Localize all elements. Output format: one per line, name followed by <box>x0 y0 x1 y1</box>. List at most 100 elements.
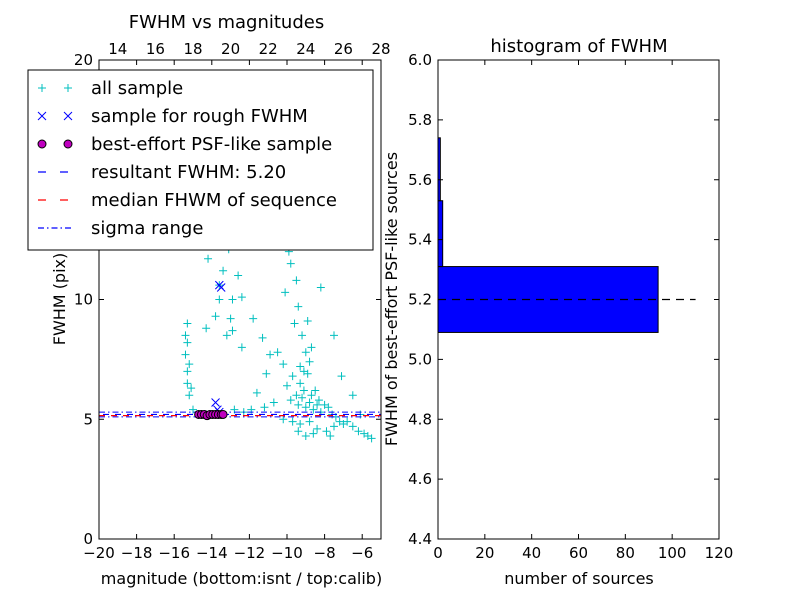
all-sample-point <box>183 338 192 347</box>
all-sample-point <box>183 319 192 328</box>
all-sample-point <box>305 398 314 407</box>
legend-marker-all-sample <box>64 84 72 92</box>
scatter-top-x-tick-label: 16 <box>146 40 165 58</box>
histogram-y-tick-label: 5.2 <box>408 291 432 309</box>
scatter-x-tick-label: −8 <box>314 544 336 562</box>
legend-marker-rough-sample <box>63 111 73 121</box>
all-sample-point <box>288 417 297 426</box>
histogram-y-tick-label: 5.6 <box>408 171 432 189</box>
all-sample-point <box>343 417 352 426</box>
all-sample-point <box>249 314 258 323</box>
histogram-y-tick-label: 4.6 <box>408 470 432 488</box>
scatter-y-tick-label: 10 <box>74 291 93 309</box>
all-sample-point <box>252 388 261 397</box>
all-sample-point <box>307 391 316 400</box>
scatter-panel: −20 −18 −16 −14 −12 −10 −8 −6 14 16 18 20 22 24 26 28 0 5… <box>27 12 391 588</box>
rough-sample-point <box>214 280 224 290</box>
rough-sample-point <box>211 398 220 407</box>
legend-markers <box>37 84 74 229</box>
all-sample-point <box>286 396 295 405</box>
scatter-x-tick-label: −10 <box>271 544 303 562</box>
all-sample-point <box>299 367 308 376</box>
all-sample-point <box>226 314 235 323</box>
scatter-top-x-tick-label: 18 <box>183 40 202 58</box>
legend-label-resultant-fwhm: resultant FWHM: 5.20 <box>91 162 286 183</box>
all-sample-point <box>303 317 312 326</box>
legend-label-sigma-range: sigma range <box>91 218 203 239</box>
scatter-title: FWHM vs magnitudes <box>129 12 324 33</box>
scatter-y-tick-label: 5 <box>83 410 93 428</box>
all-sample-point <box>307 343 316 352</box>
all-sample-point <box>183 367 192 376</box>
scatter-top-x-tick-label: 26 <box>334 40 353 58</box>
all-sample-point <box>228 326 237 335</box>
histogram-x-tick-label: 120 <box>705 544 734 562</box>
all-sample-point <box>296 420 305 429</box>
legend-label-psf-sample: best-effort PSF-like sample <box>91 134 332 155</box>
all-sample-point <box>316 283 325 292</box>
scatter-axes: −20 −18 −16 −14 −12 −10 −8 −6 14 16 18 20 22 24 26 28 0 5… <box>74 40 391 562</box>
all-sample-point <box>294 302 303 311</box>
all-sample-point <box>301 432 310 441</box>
all-sample-point <box>189 405 197 414</box>
all-sample-point <box>354 427 363 436</box>
all-sample-point <box>311 386 320 395</box>
histogram-x-axis-label: number of sources <box>504 569 654 588</box>
all-sample-point <box>269 398 278 407</box>
scatter-top-x-tick-label: 24 <box>296 40 315 58</box>
scatter-x-tick-label: −14 <box>196 544 228 562</box>
all-sample-point <box>296 362 305 371</box>
all-sample-point <box>187 384 196 393</box>
all-sample-point <box>324 403 333 412</box>
all-sample-point <box>292 276 301 285</box>
histogram-x-tick-label: 80 <box>616 544 635 562</box>
histogram-bar <box>437 200 444 268</box>
psf-sample-point <box>218 409 228 419</box>
scatter-data-layer <box>99 175 381 443</box>
histogram-y-tick-label: 4.4 <box>408 530 432 548</box>
legend-label-median-fwhm: median FHWM of sequence <box>91 190 337 211</box>
all-sample-point <box>322 427 331 436</box>
all-sample-point <box>292 391 301 400</box>
legend-marker-psf-sample <box>63 139 73 149</box>
all-sample-point <box>181 331 190 340</box>
histogram-title: histogram of FWHM <box>490 36 667 57</box>
scatter-x-tick-label: −18 <box>121 544 153 562</box>
histogram-x-tick-label: 0 <box>433 544 443 562</box>
legend-frame <box>27 69 374 251</box>
all-sample-point <box>313 424 322 433</box>
legend: all sample sample for rough FWHM best-ef… <box>27 69 374 251</box>
all-sample-point <box>279 360 288 369</box>
histogram-y-tick-label: 4.8 <box>408 410 432 428</box>
scatter-top-x-tick-label: 20 <box>221 40 240 58</box>
all-sample-point <box>288 372 297 381</box>
all-sample-point <box>305 357 314 366</box>
all-sample-point <box>330 422 338 431</box>
all-sample-point <box>181 350 190 359</box>
scatter-x-tick-label: −16 <box>158 544 190 562</box>
histogram-x-tick-label: 60 <box>569 544 588 562</box>
all-sample-point <box>294 400 303 409</box>
all-sample-point <box>309 405 318 414</box>
all-sample-point <box>211 312 220 321</box>
legend-marker-psf-sample <box>37 139 47 149</box>
histogram-y-tick-label: 5.0 <box>408 350 432 368</box>
histogram-panel: 0 20 40 60 80 100 120 4.4 4.6 4.8 5.0 5.2 5.4 5.6 5.8 6… <box>382 36 733 588</box>
all-sample-point <box>266 350 275 359</box>
all-sample-point <box>258 333 267 342</box>
all-sample-point <box>367 434 376 443</box>
scatter-y-tick-label: 0 <box>83 530 93 548</box>
all-sample-point <box>298 331 307 340</box>
all-sample-point <box>185 360 194 369</box>
scatter-y-tick-label: 20 <box>74 51 93 69</box>
all-sample-point <box>305 417 314 426</box>
all-sample-point <box>228 295 237 304</box>
all-sample-point <box>279 415 288 424</box>
all-sample-point <box>234 271 243 280</box>
all-sample-point <box>260 403 269 412</box>
all-sample-point <box>348 391 357 400</box>
all-sample-point <box>299 386 308 395</box>
all-sample-point <box>222 331 231 340</box>
all-sample-point <box>313 400 322 409</box>
scatter-x-tick-label: −12 <box>234 544 266 562</box>
